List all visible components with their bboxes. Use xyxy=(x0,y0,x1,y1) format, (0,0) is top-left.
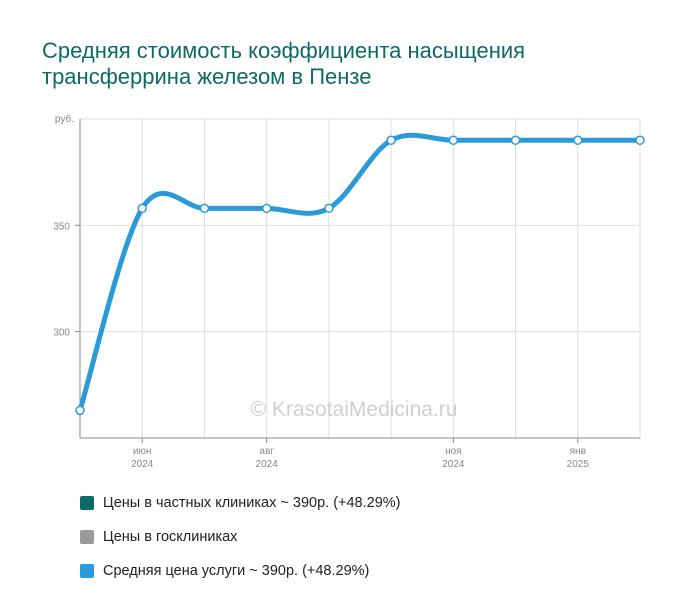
x-tick-label-month: ноя xyxy=(445,446,462,457)
legend-swatch-private xyxy=(80,496,94,510)
y-tick-label: 350 xyxy=(53,221,70,232)
chart-title: Средняя стоимость коэффициента насыщения… xyxy=(42,38,526,89)
data-point-average-price xyxy=(573,135,583,146)
data-point-average-price xyxy=(324,203,334,214)
tick-labels: 300 350 июн 2024 авг 2024 ноя 2024 янв 2025 xyxy=(53,221,589,470)
x-tick-label-month: авг xyxy=(259,446,274,457)
x-tick-label-year: 2024 xyxy=(442,459,465,470)
legend-item-private[interactable]: Цены в частных клиниках ~ 390р. (+48.29%… xyxy=(80,486,401,520)
legend-label-average: Средняя цена услуги ~ 390р. (+48.29%) xyxy=(103,563,370,579)
y-axis-unit-label: руб. xyxy=(55,113,74,125)
legend-label-private: Цены в частных клиниках ~ 390р. (+48.29%… xyxy=(103,495,401,511)
legend-item-average[interactable]: Средняя цена услуги ~ 390р. (+48.29%) xyxy=(80,554,401,588)
legend-swatch-public xyxy=(80,530,94,544)
data-point-average-price xyxy=(261,203,272,214)
line-chart: руб. 300350июн2024авг2024ноя2024янв2025 … xyxy=(53,113,645,470)
x-tick-label-year: 2025 xyxy=(567,459,590,470)
y-tick-label: 300 xyxy=(53,328,70,339)
x-tick-label-year: 2024 xyxy=(256,459,279,470)
data-point-average-price xyxy=(386,135,396,146)
data-point-average-price xyxy=(510,135,521,146)
watermark: © KrasotaiMedicina.ru xyxy=(251,398,458,421)
axes: руб. xyxy=(55,113,640,439)
x-tick-label-month: янв xyxy=(570,446,586,457)
x-tick-label-year: 2024 xyxy=(131,459,154,470)
legend: Цены в частных клиниках ~ 390р. (+48.29%… xyxy=(80,486,401,588)
legend-label-public: Цены в госклиниках xyxy=(103,529,238,545)
series-line-average-price xyxy=(77,132,643,413)
data-point-average-price xyxy=(199,203,210,214)
legend-item-public[interactable]: Цены в госклиниках xyxy=(80,520,401,554)
grid-lines xyxy=(80,118,641,438)
data-point-average-price xyxy=(635,135,645,146)
data-point-average-price xyxy=(75,405,85,416)
series xyxy=(75,132,645,416)
data-point-average-price xyxy=(448,135,459,146)
x-tick-label-month: июн xyxy=(133,446,152,457)
legend-swatch-average xyxy=(80,564,94,578)
data-point-average-price xyxy=(137,203,147,214)
